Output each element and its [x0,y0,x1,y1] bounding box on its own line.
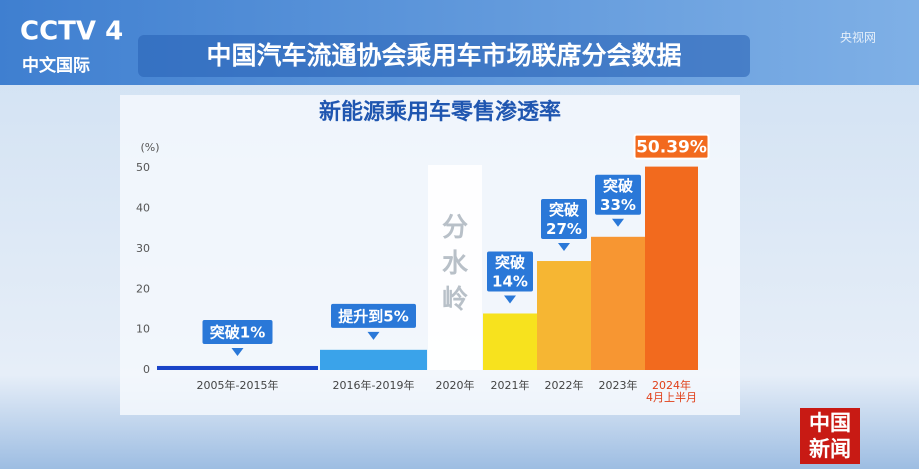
chart-title: 新能源乘用车零售渗透率 [319,99,561,125]
y-tick-label: 0 [143,363,150,376]
label-box [202,319,273,344]
bar [157,365,318,370]
x-tick-label: 2005年-2015年 [197,378,279,392]
x-tick-label: 2022年 [545,378,584,392]
x-tick-label: 2021年 [491,378,530,392]
pointer [504,295,516,304]
label-box [541,199,587,240]
value-label: 突破 14% [492,253,528,290]
value-label: 突破 33% [600,176,636,213]
watermark: 央视网 [840,30,876,45]
value-label: 突破 27% [546,201,582,238]
bar [537,261,591,370]
pointer [231,347,244,356]
pointer [612,218,624,227]
pointer [367,331,380,340]
x-tick-label: 2024年 4月上半月 [646,378,697,404]
bar [483,313,537,370]
y-unit: (%) [140,141,159,154]
value-label: 提升到5% [338,307,408,325]
corner-text: 中国新闻 [809,411,851,461]
channel-sub: 中文国际 [22,55,90,76]
corner-logo [800,408,860,464]
label-box [633,133,710,160]
y-tick-label: 30 [136,242,150,255]
x-tick-label: 2016年-2019年 [333,378,415,392]
bar [591,236,645,370]
pointer [558,243,570,252]
annotation: 分水岭 [442,213,469,315]
label-box [595,174,641,215]
value-label: 50.39% [636,138,707,158]
x-tick-label: 2023年 [599,378,638,392]
source: 中国汽车流通协会乘用车市场联席分会数据 [206,41,681,70]
source-box [138,35,750,77]
bar [320,349,427,370]
y-tick-label: 50 [136,161,150,174]
bar [645,166,698,370]
value-label: 突破1% [210,323,265,341]
y-tick-label: 20 [136,282,150,295]
x-tick-label: 2020年 [436,378,475,392]
watershed-column [428,165,482,370]
channel-logo: CCTV 4 [20,17,123,47]
y-tick-label: 10 [136,323,150,336]
y-tick-label: 40 [136,202,150,215]
label-box [331,303,416,328]
label-box [487,251,533,292]
